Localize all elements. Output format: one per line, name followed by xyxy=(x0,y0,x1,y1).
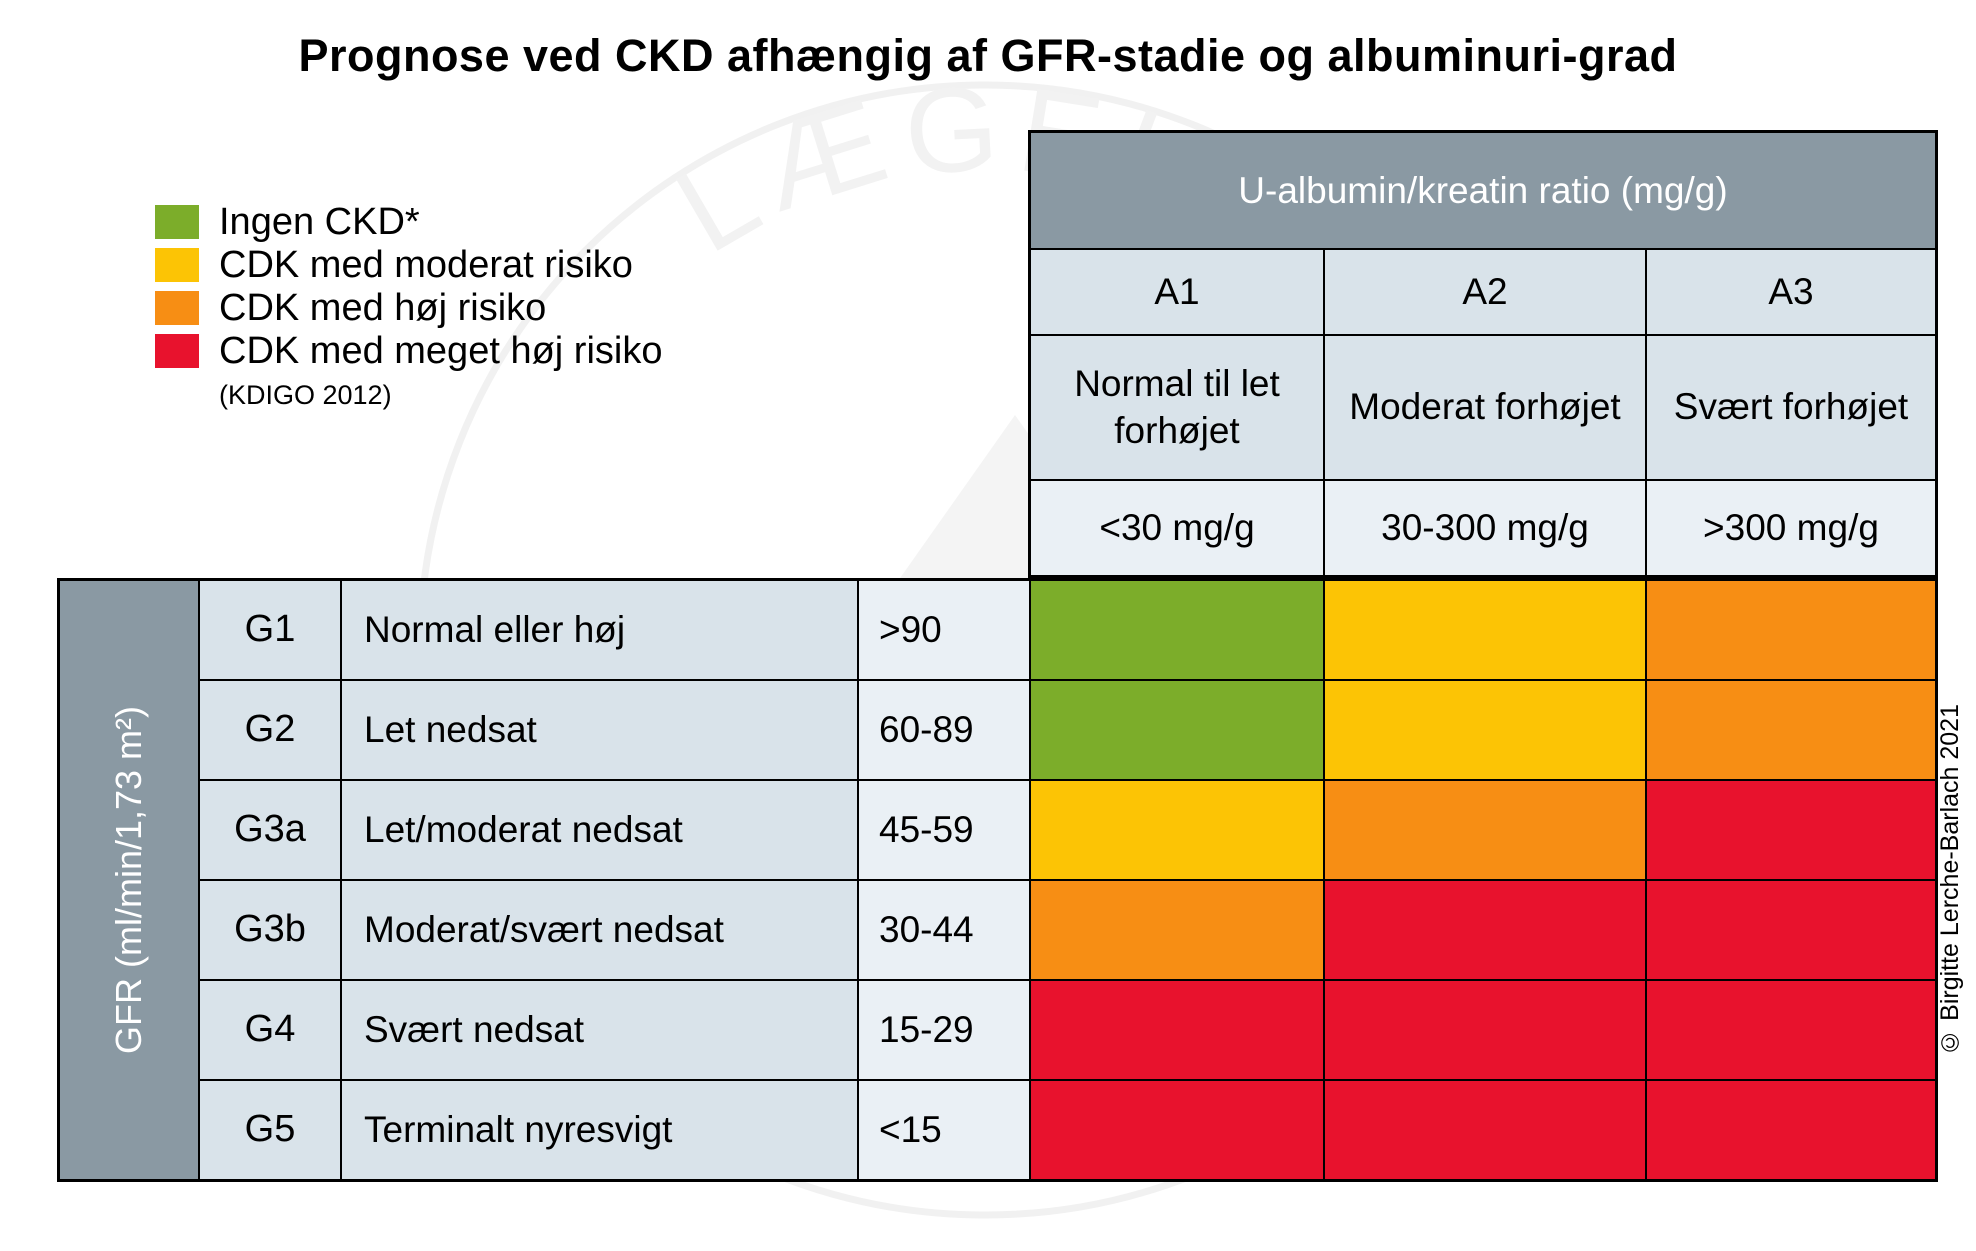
row-code-g2: G2 xyxy=(200,681,340,779)
albumin-col-code-a1: A1 xyxy=(1031,250,1323,334)
risk-cell-g2-a1 xyxy=(1031,681,1323,779)
page-title: Prognose ved CKD afhængig af GFR-stadie … xyxy=(298,30,1678,81)
risk-legend: Ingen CKD* CDK med moderat risiko CDK me… xyxy=(155,200,662,411)
legend-item-very-high-risk: CDK med meget høj risiko xyxy=(155,329,662,372)
risk-cell-g3a-a3 xyxy=(1647,781,1935,879)
risk-cell-g5-a1 xyxy=(1031,1081,1323,1179)
risk-cell-g1-a3 xyxy=(1647,581,1935,679)
row-code-g5: G5 xyxy=(200,1081,340,1179)
copyright-notice: © Birgitte Lerche-Barlach 2021 xyxy=(1936,578,1965,1182)
risk-cell-g4-a2 xyxy=(1325,981,1645,1079)
risk-cell-g4-a3 xyxy=(1647,981,1935,1079)
copyright-text: © Birgitte Lerche-Barlach 2021 xyxy=(1936,704,1964,1056)
risk-cell-g5-a3 xyxy=(1647,1081,1935,1179)
row-desc-g3b: Moderat/svært nedsat xyxy=(342,881,857,979)
risk-cell-g2-a3 xyxy=(1647,681,1935,779)
albumin-col-desc-a3: Svært forhøjet xyxy=(1647,336,1935,479)
row-desc-g4: Svært nedsat xyxy=(342,981,857,1079)
legend-label: Ingen CKD* xyxy=(219,200,420,243)
row-range-g1: >90 xyxy=(859,581,1029,679)
risk-cell-g4-a1 xyxy=(1031,981,1323,1079)
albumin-col-range-a2: 30-300 mg/g xyxy=(1325,481,1645,575)
risk-cell-g2-a2 xyxy=(1325,681,1645,779)
legend-label: CDK med moderat risiko xyxy=(219,243,633,286)
risk-cell-g1-a1 xyxy=(1031,581,1323,679)
albumin-col-desc-a2: Moderat forhøjet xyxy=(1325,336,1645,479)
albumin-col-range-a3: >300 mg/g xyxy=(1647,481,1935,575)
risk-cell-g1-a2 xyxy=(1325,581,1645,679)
orange-swatch-icon xyxy=(155,290,199,325)
legend-item-moderate-risk: CDK med moderat risiko xyxy=(155,243,662,286)
risk-matrix-table: GFR (ml/min/1,73 m²) G1 Normal eller høj… xyxy=(57,578,1938,1182)
row-range-g4: 15-29 xyxy=(859,981,1029,1079)
gfr-axis-header: GFR (ml/min/1,73 m²) xyxy=(60,581,198,1179)
risk-cell-g3b-a3 xyxy=(1647,881,1935,979)
albumin-col-range-a1: <30 mg/g xyxy=(1031,481,1323,575)
row-code-g1: G1 xyxy=(200,581,340,679)
green-swatch-icon xyxy=(155,204,199,239)
risk-cell-g3a-a1 xyxy=(1031,781,1323,879)
albumin-col-code-a2: A2 xyxy=(1325,250,1645,334)
legend-item-no-ckd: Ingen CKD* xyxy=(155,200,662,243)
risk-cell-g3b-a2 xyxy=(1325,881,1645,979)
row-desc-g1: Normal eller høj xyxy=(342,581,857,679)
risk-cell-g3b-a1 xyxy=(1031,881,1323,979)
row-range-g3b: 30-44 xyxy=(859,881,1029,979)
gfr-axis-label: GFR (ml/min/1,73 m²) xyxy=(108,705,149,1054)
albumin-col-code-a3: A3 xyxy=(1647,250,1935,334)
row-range-g5: <15 xyxy=(859,1081,1029,1179)
row-range-g2: 60-89 xyxy=(859,681,1029,779)
yellow-swatch-icon xyxy=(155,247,199,282)
legend-label: CDK med høj risiko xyxy=(219,286,547,329)
albumin-axis-header-table: U-albumin/kreatin ratio (mg/g) A1 A2 A3 … xyxy=(1028,130,1938,578)
risk-cell-g3a-a2 xyxy=(1325,781,1645,879)
legend-label: CDK med meget høj risiko xyxy=(219,329,663,372)
legend-source-note: (KDIGO 2012) xyxy=(219,380,392,410)
row-range-g3a: 45-59 xyxy=(859,781,1029,879)
row-desc-g2: Let nedsat xyxy=(342,681,857,779)
row-desc-g5: Terminalt nyresvigt xyxy=(342,1081,857,1179)
row-code-g4: G4 xyxy=(200,981,340,1079)
legend-item-high-risk: CDK med høj risiko xyxy=(155,286,662,329)
albumin-axis-title: U-albumin/kreatin ratio (mg/g) xyxy=(1031,133,1935,248)
red-swatch-icon xyxy=(155,333,199,368)
risk-cell-g5-a2 xyxy=(1325,1081,1645,1179)
row-code-g3a: G3a xyxy=(200,781,340,879)
row-code-g3b: G3b xyxy=(200,881,340,979)
row-desc-g3a: Let/moderat nedsat xyxy=(342,781,857,879)
albumin-col-desc-a1: Normal til let forhøjet xyxy=(1031,336,1323,479)
